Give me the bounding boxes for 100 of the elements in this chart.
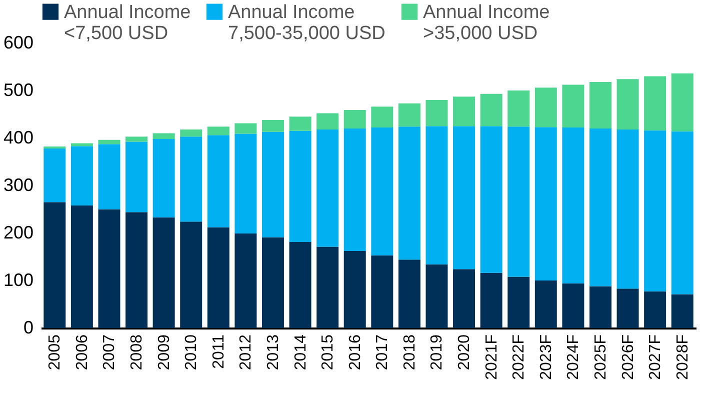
x-tick-label: 2007 bbox=[101, 334, 118, 370]
bar bbox=[671, 73, 694, 132]
bar bbox=[152, 138, 175, 218]
bar bbox=[534, 127, 557, 280]
bar bbox=[316, 129, 339, 247]
bar bbox=[126, 212, 148, 328]
bar bbox=[644, 76, 666, 130]
x-tick-label: 2015 bbox=[320, 334, 337, 370]
bar bbox=[98, 144, 120, 210]
x-tick-label: 2008 bbox=[128, 334, 146, 370]
bar bbox=[453, 269, 476, 328]
y-tick-label: 200 bbox=[3, 222, 34, 242]
bar bbox=[70, 146, 93, 206]
x-tick-label: 2027F bbox=[647, 334, 664, 380]
bar bbox=[126, 142, 148, 212]
bar bbox=[152, 217, 175, 328]
y-tick-label: 0 bbox=[23, 318, 34, 338]
x-tick-label: 2022F bbox=[510, 334, 528, 380]
bar bbox=[180, 129, 202, 137]
bar bbox=[480, 94, 502, 126]
bar bbox=[589, 286, 612, 328]
bar bbox=[508, 90, 530, 127]
bar bbox=[316, 113, 339, 130]
bar bbox=[207, 126, 230, 136]
x-tick-label: 2024F bbox=[565, 334, 582, 380]
y-tick-label: 300 bbox=[3, 175, 34, 195]
bar bbox=[180, 136, 202, 222]
bar bbox=[426, 264, 448, 328]
bar bbox=[180, 222, 202, 328]
bar bbox=[562, 283, 584, 328]
bar bbox=[589, 128, 612, 286]
bar bbox=[426, 126, 448, 264]
bar bbox=[480, 272, 502, 328]
y-tick-label: 600 bbox=[3, 32, 34, 52]
bar bbox=[234, 123, 257, 134]
x-tick-label: 2012 bbox=[238, 334, 255, 370]
bar bbox=[289, 242, 312, 328]
bar bbox=[70, 205, 93, 328]
x-tick-label: 2006 bbox=[74, 334, 91, 370]
bar bbox=[616, 129, 639, 289]
x-tick-label: 2005 bbox=[46, 334, 64, 370]
x-tick-label: 2019 bbox=[428, 334, 446, 370]
x-tick-label: 2026F bbox=[620, 334, 637, 380]
bar bbox=[562, 128, 584, 284]
bar bbox=[616, 79, 639, 130]
legend-label: Annual Income >35,000 USD bbox=[423, 2, 550, 44]
bar bbox=[289, 130, 312, 242]
bar bbox=[316, 246, 339, 328]
y-tick-label: 400 bbox=[3, 128, 34, 148]
bar bbox=[344, 251, 366, 328]
bar bbox=[371, 255, 394, 328]
x-tick-label: 2011 bbox=[210, 334, 228, 369]
bar bbox=[589, 82, 612, 128]
x-tick-label: 2014 bbox=[292, 334, 310, 370]
bar bbox=[262, 237, 284, 328]
bar bbox=[534, 280, 557, 328]
x-tick-label: 2009 bbox=[156, 334, 173, 370]
bar bbox=[508, 126, 530, 277]
bar bbox=[398, 260, 420, 328]
bar bbox=[262, 120, 284, 132]
legend-label: Annual Income <7,500 USD bbox=[64, 2, 191, 44]
bar bbox=[398, 126, 420, 260]
bar bbox=[70, 143, 93, 146]
bar bbox=[426, 100, 448, 126]
bar bbox=[644, 130, 666, 292]
bar bbox=[671, 294, 694, 328]
x-tick-label: 2013 bbox=[264, 334, 282, 370]
bar bbox=[371, 106, 394, 128]
bar bbox=[534, 88, 557, 128]
bar bbox=[98, 209, 120, 328]
bar bbox=[207, 227, 230, 328]
x-tick-label: 2018 bbox=[401, 334, 418, 370]
x-tick-label: 2023F bbox=[538, 334, 555, 380]
bar bbox=[371, 128, 394, 256]
bar bbox=[152, 133, 175, 139]
x-tick-label: 2028F bbox=[674, 334, 692, 380]
bar bbox=[98, 140, 120, 144]
x-tick-label: 2021F bbox=[483, 334, 500, 380]
bar bbox=[44, 148, 66, 202]
legend-label: Annual Income 7,500-35,000 USD bbox=[228, 2, 386, 44]
bar bbox=[562, 84, 584, 128]
x-tick-label: 2020 bbox=[456, 334, 474, 370]
bar bbox=[234, 233, 257, 328]
bar bbox=[207, 135, 230, 228]
bar bbox=[453, 96, 476, 126]
bar bbox=[262, 132, 284, 238]
x-tick-label: 2016 bbox=[346, 334, 364, 370]
bar bbox=[616, 288, 639, 328]
bar bbox=[344, 110, 366, 128]
bar bbox=[289, 116, 312, 131]
bar bbox=[508, 276, 530, 328]
bar bbox=[453, 126, 476, 270]
x-tick-label: 2025F bbox=[592, 334, 610, 380]
x-tick-label: 2017 bbox=[374, 334, 392, 370]
bar bbox=[480, 126, 502, 273]
bar bbox=[671, 131, 694, 294]
bar bbox=[126, 136, 148, 142]
bar bbox=[398, 103, 420, 127]
bar bbox=[234, 134, 257, 234]
y-tick-label: 100 bbox=[3, 270, 34, 290]
